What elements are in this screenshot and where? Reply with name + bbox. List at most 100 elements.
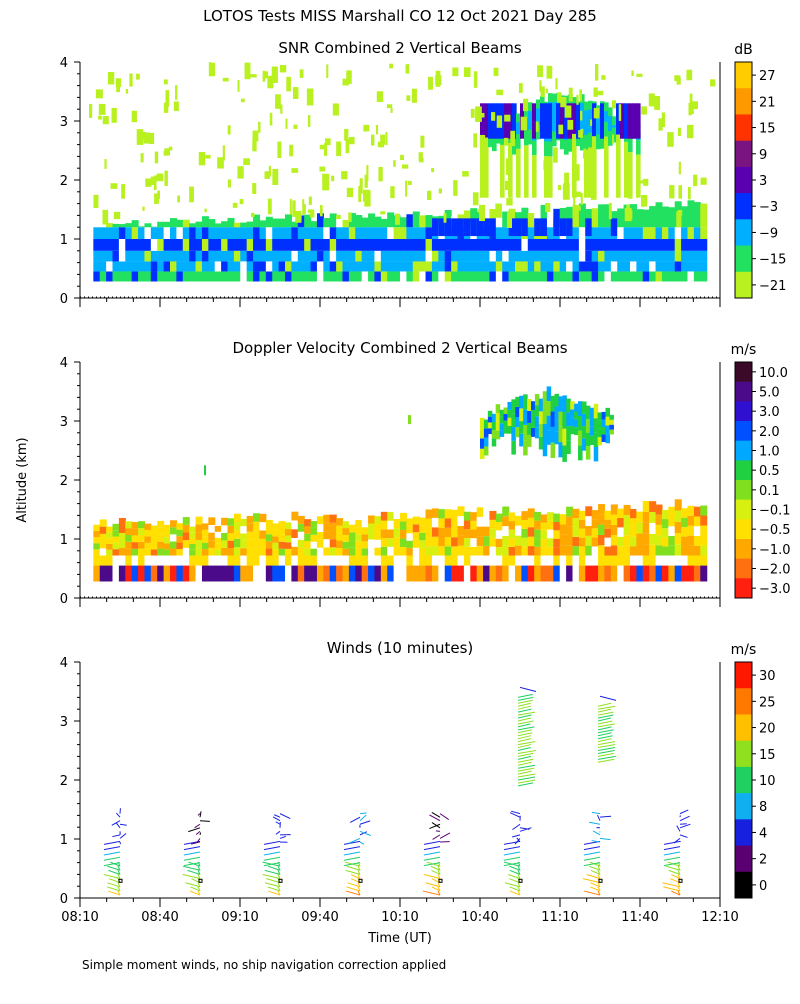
wind-barb — [518, 783, 533, 786]
velocity-cell — [484, 447, 489, 456]
wind-barb — [662, 883, 680, 887]
velocity-cell — [259, 556, 266, 566]
velocity-cell — [496, 431, 501, 440]
wind-barb — [518, 768, 534, 771]
velocity-cell — [566, 440, 571, 454]
velocity-cell — [592, 519, 599, 528]
snr-cell — [113, 261, 120, 271]
velocity-cell — [445, 528, 452, 537]
wind-barb — [424, 875, 440, 879]
velocity-cell — [515, 397, 520, 407]
velocity-cell — [570, 409, 575, 417]
x-tick-label: 11:10 — [541, 910, 578, 925]
velocity-cell — [451, 528, 458, 537]
velocity-cell — [694, 536, 701, 546]
colorbar-swatch — [735, 193, 752, 220]
snr-cell — [464, 251, 471, 262]
snr-cell — [280, 104, 282, 113]
velocity-cell — [617, 566, 624, 582]
snr-cell — [553, 218, 560, 236]
velocity-cell — [547, 416, 552, 431]
velocity-cell — [624, 545, 631, 555]
snr-cell — [643, 271, 650, 281]
velocity-cell — [594, 418, 599, 432]
velocity-cell — [323, 523, 330, 531]
velocity-cell — [578, 431, 583, 446]
snr-cell — [507, 212, 512, 228]
snr-cell — [387, 227, 394, 239]
colorbar-label: −0.5 — [759, 523, 791, 538]
colorbar-swatch — [735, 539, 752, 559]
velocity-cell — [419, 566, 426, 582]
velocity-cell — [381, 538, 388, 547]
snr-cell — [157, 222, 164, 227]
snr-cell — [183, 261, 190, 271]
snr-cell — [426, 239, 433, 251]
snr-cell — [604, 261, 611, 271]
snr-cell — [132, 111, 137, 122]
velocity-cell — [240, 534, 247, 541]
colorbar-swatch — [735, 362, 752, 382]
velocity-cell — [675, 499, 682, 510]
snr-cell — [675, 239, 682, 251]
velocity-cell — [419, 556, 426, 566]
colorbar-swatch — [735, 500, 752, 520]
snr-cell — [636, 103, 641, 138]
snr-cell — [170, 218, 177, 227]
velocity-cell — [586, 406, 591, 419]
snr-cell — [343, 227, 350, 239]
velocity-cell — [694, 556, 701, 566]
wind-barb — [512, 824, 520, 829]
wind-barb — [680, 810, 688, 814]
snr-cell — [566, 218, 573, 236]
snr-cell — [311, 271, 318, 281]
y-tick-label: 2 — [60, 774, 68, 789]
snr-cell — [630, 227, 637, 239]
colorbar-swatch — [735, 714, 752, 741]
snr-cell — [566, 271, 573, 281]
snr-cell — [688, 239, 695, 251]
velocity-cell — [534, 529, 541, 538]
snr-cell — [381, 219, 388, 227]
snr-cell — [515, 271, 522, 281]
velocity-cell — [643, 556, 650, 566]
velocity-cell — [413, 532, 420, 540]
colorbar-label: 4 — [759, 826, 767, 841]
y-tick-label: 0 — [60, 292, 68, 307]
wind-barb — [518, 727, 534, 730]
snr-cell — [291, 251, 298, 262]
snr-cell — [291, 168, 298, 173]
snr-cell — [116, 83, 120, 92]
velocity-cell — [406, 526, 413, 533]
velocity-cell — [504, 427, 509, 434]
snr-cell — [579, 261, 586, 271]
snr-cell — [266, 239, 273, 251]
velocity-cell — [125, 566, 132, 582]
snr-cell — [311, 261, 318, 271]
velocity-cell — [221, 556, 228, 566]
velocity-cell — [266, 556, 273, 566]
velocity-cell — [534, 566, 541, 582]
velocity-cell — [106, 550, 113, 556]
colorbar-label: 21 — [759, 95, 776, 110]
x-tick-label: 09:10 — [221, 910, 258, 925]
snr-cell — [537, 65, 543, 77]
velocity-cell — [502, 507, 509, 517]
velocity-cell — [266, 566, 273, 582]
velocity-cell — [311, 535, 318, 542]
snr-cell — [111, 183, 118, 189]
snr-cell — [343, 79, 349, 86]
snr-cell — [151, 271, 158, 281]
wind-barb — [598, 718, 611, 721]
snr-cell — [470, 239, 477, 251]
velocity-cell — [541, 523, 548, 531]
velocity-cell — [170, 556, 177, 566]
snr-cell — [432, 261, 439, 271]
velocity-cell — [368, 540, 375, 548]
velocity-cell — [598, 437, 603, 445]
velocity-cell — [643, 566, 650, 582]
snr-cell — [189, 187, 194, 203]
snr-cell — [515, 218, 522, 236]
velocity-cell — [279, 535, 286, 542]
